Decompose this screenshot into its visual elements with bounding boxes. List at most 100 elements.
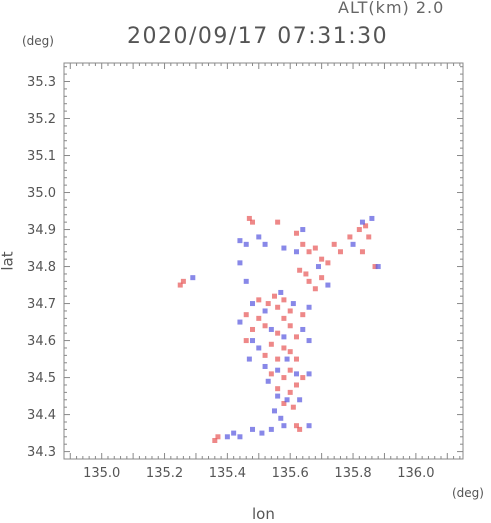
positive-echo-point <box>306 278 312 284</box>
negative-echo-point <box>278 289 284 295</box>
x-tick-label: 136.0 <box>397 466 434 481</box>
negative-echo-point <box>306 423 312 429</box>
y-unit-label: (deg) <box>22 34 54 48</box>
echo-points <box>177 215 381 443</box>
positive-echo-point <box>300 375 306 381</box>
y-tick-label: 35.0 <box>27 186 56 201</box>
positive-echo-point <box>293 334 299 340</box>
x-unit-label: (deg) <box>452 486 484 500</box>
negative-echo-point <box>262 308 268 314</box>
positive-echo-point <box>281 375 287 381</box>
negative-echo-point <box>300 227 306 233</box>
positive-echo-point <box>243 312 249 318</box>
negative-echo-point <box>246 356 252 362</box>
x-tick-label: 135.6 <box>272 466 309 481</box>
positive-echo-point <box>268 341 274 347</box>
axis-ticks: 35.3 35.2 35.1 35.0 34.9 34.8 34.7 34.6 34.5 34.4… <box>27 63 463 481</box>
negative-echo-point <box>281 245 287 251</box>
positive-echo-point <box>281 345 287 351</box>
negative-echo-point <box>224 434 230 440</box>
x-tick-label: 135.2 <box>146 466 183 481</box>
positive-echo-point <box>281 315 287 321</box>
negative-echo-point <box>190 275 196 281</box>
y-tick-label: 34.4 <box>27 408 56 423</box>
positive-echo-point <box>177 282 183 288</box>
positive-echo-point <box>319 275 325 281</box>
negative-echo-point <box>284 397 290 403</box>
altitude-label: ALT(km) 2.0 <box>338 0 445 17</box>
positive-echo-point <box>297 267 303 273</box>
negative-echo-point <box>271 408 277 414</box>
positive-echo-point <box>215 434 221 440</box>
positive-echo-point <box>372 264 378 270</box>
positive-echo-point <box>250 219 256 225</box>
negative-echo-point <box>237 434 243 440</box>
negative-echo-point <box>250 301 256 307</box>
positive-echo-point <box>312 245 318 251</box>
positive-echo-point <box>275 304 281 310</box>
y-tick-label: 34.7 <box>27 297 56 312</box>
negative-echo-point <box>306 338 312 344</box>
negative-echo-point <box>306 371 312 377</box>
y-tick-label: 34.6 <box>27 334 56 349</box>
negative-echo-point <box>262 363 268 369</box>
x-tick-label: 135.0 <box>83 466 120 481</box>
positive-echo-point <box>281 400 287 406</box>
positive-echo-point <box>337 249 343 255</box>
negative-echo-point <box>265 378 271 384</box>
x-tick-label: 135.4 <box>209 466 246 481</box>
negative-echo-point <box>262 241 268 247</box>
negative-echo-point <box>350 241 356 247</box>
positive-echo-point <box>331 241 337 247</box>
negative-echo-point <box>281 334 287 340</box>
positive-echo-point <box>275 219 281 225</box>
positive-echo-point <box>319 256 325 262</box>
positive-echo-point <box>293 423 299 429</box>
negative-echo-point <box>231 430 237 436</box>
negative-echo-point <box>237 238 243 244</box>
positive-echo-point <box>256 315 262 321</box>
negative-echo-point <box>259 430 265 436</box>
negative-echo-point <box>275 393 281 399</box>
negative-echo-point <box>325 282 331 288</box>
positive-echo-point <box>297 426 303 432</box>
negative-echo-point <box>278 415 284 421</box>
negative-echo-point <box>243 241 249 247</box>
positive-echo-point <box>256 297 262 303</box>
negative-echo-point <box>315 264 321 270</box>
positive-echo-point <box>325 260 331 266</box>
negative-echo-point <box>297 397 303 403</box>
positive-echo-point <box>363 223 369 229</box>
positive-echo-point <box>281 297 287 303</box>
negative-echo-point <box>359 219 365 225</box>
y-tick-label: 35.1 <box>27 149 56 164</box>
negative-echo-point <box>293 249 299 255</box>
negative-echo-point <box>250 426 256 432</box>
positive-echo-point <box>356 227 362 233</box>
negative-echo-point <box>268 426 274 432</box>
positive-echo-point <box>287 308 293 314</box>
plot-frame <box>63 62 464 460</box>
positive-echo-point <box>293 230 299 236</box>
negative-echo-point <box>293 371 299 377</box>
positive-echo-point <box>180 278 186 284</box>
positive-echo-point <box>347 234 353 240</box>
positive-echo-point <box>262 323 268 329</box>
negative-echo-point <box>290 301 296 307</box>
negative-echo-point <box>256 345 262 351</box>
positive-echo-point <box>312 286 318 292</box>
negative-echo-point <box>375 264 381 270</box>
positive-echo-point <box>287 367 293 373</box>
positive-echo-point <box>271 293 277 299</box>
negative-echo-point <box>243 278 249 284</box>
positive-echo-point <box>300 241 306 247</box>
y-tick-label: 34.9 <box>27 223 56 238</box>
positive-echo-point <box>262 352 268 358</box>
positive-echo-point <box>287 349 293 355</box>
y-tick-label: 34.3 <box>27 445 56 460</box>
negative-echo-point <box>281 423 287 429</box>
positive-echo-point <box>293 382 299 388</box>
positive-echo-point <box>366 234 372 240</box>
negative-echo-point <box>306 304 312 310</box>
negative-echo-point <box>369 215 375 221</box>
